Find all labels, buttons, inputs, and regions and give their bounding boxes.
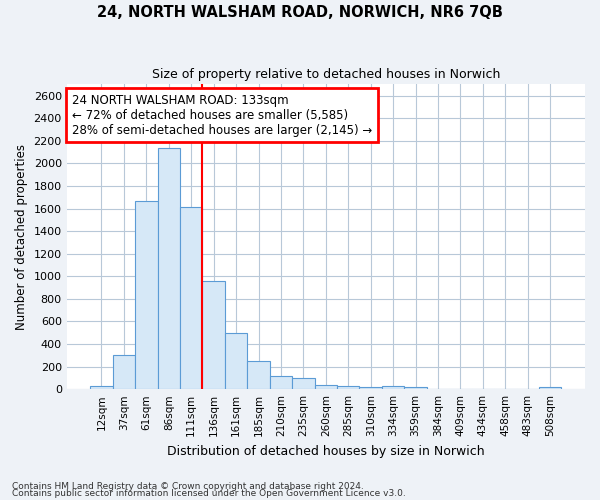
Bar	[202, 281, 225, 389]
Bar	[404, 388, 427, 389]
Bar	[158, 148, 180, 389]
Bar	[180, 208, 202, 389]
Bar	[225, 332, 247, 389]
Title: Size of property relative to detached houses in Norwich: Size of property relative to detached ho…	[152, 68, 500, 80]
Text: 24 NORTH WALSHAM ROAD: 133sqm
← 72% of detached houses are smaller (5,585)
28% o: 24 NORTH WALSHAM ROAD: 133sqm ← 72% of d…	[72, 94, 372, 136]
Bar	[359, 387, 382, 389]
Bar	[539, 387, 562, 389]
Text: Contains HM Land Registry data © Crown copyright and database right 2024.: Contains HM Land Registry data © Crown c…	[12, 482, 364, 491]
Bar	[382, 386, 404, 389]
Bar	[314, 384, 337, 389]
Bar	[292, 378, 314, 389]
Bar	[337, 386, 359, 389]
Bar	[472, 388, 494, 389]
Bar	[90, 386, 113, 389]
X-axis label: Distribution of detached houses by size in Norwich: Distribution of detached houses by size …	[167, 444, 485, 458]
Text: Contains public sector information licensed under the Open Government Licence v3: Contains public sector information licen…	[12, 490, 406, 498]
Y-axis label: Number of detached properties: Number of detached properties	[15, 144, 28, 330]
Bar	[449, 388, 472, 389]
Bar	[427, 388, 449, 389]
Bar	[113, 356, 135, 389]
Bar	[270, 376, 292, 389]
Bar	[247, 361, 270, 389]
Bar	[494, 388, 517, 389]
Text: 24, NORTH WALSHAM ROAD, NORWICH, NR6 7QB: 24, NORTH WALSHAM ROAD, NORWICH, NR6 7QB	[97, 5, 503, 20]
Bar	[135, 200, 158, 389]
